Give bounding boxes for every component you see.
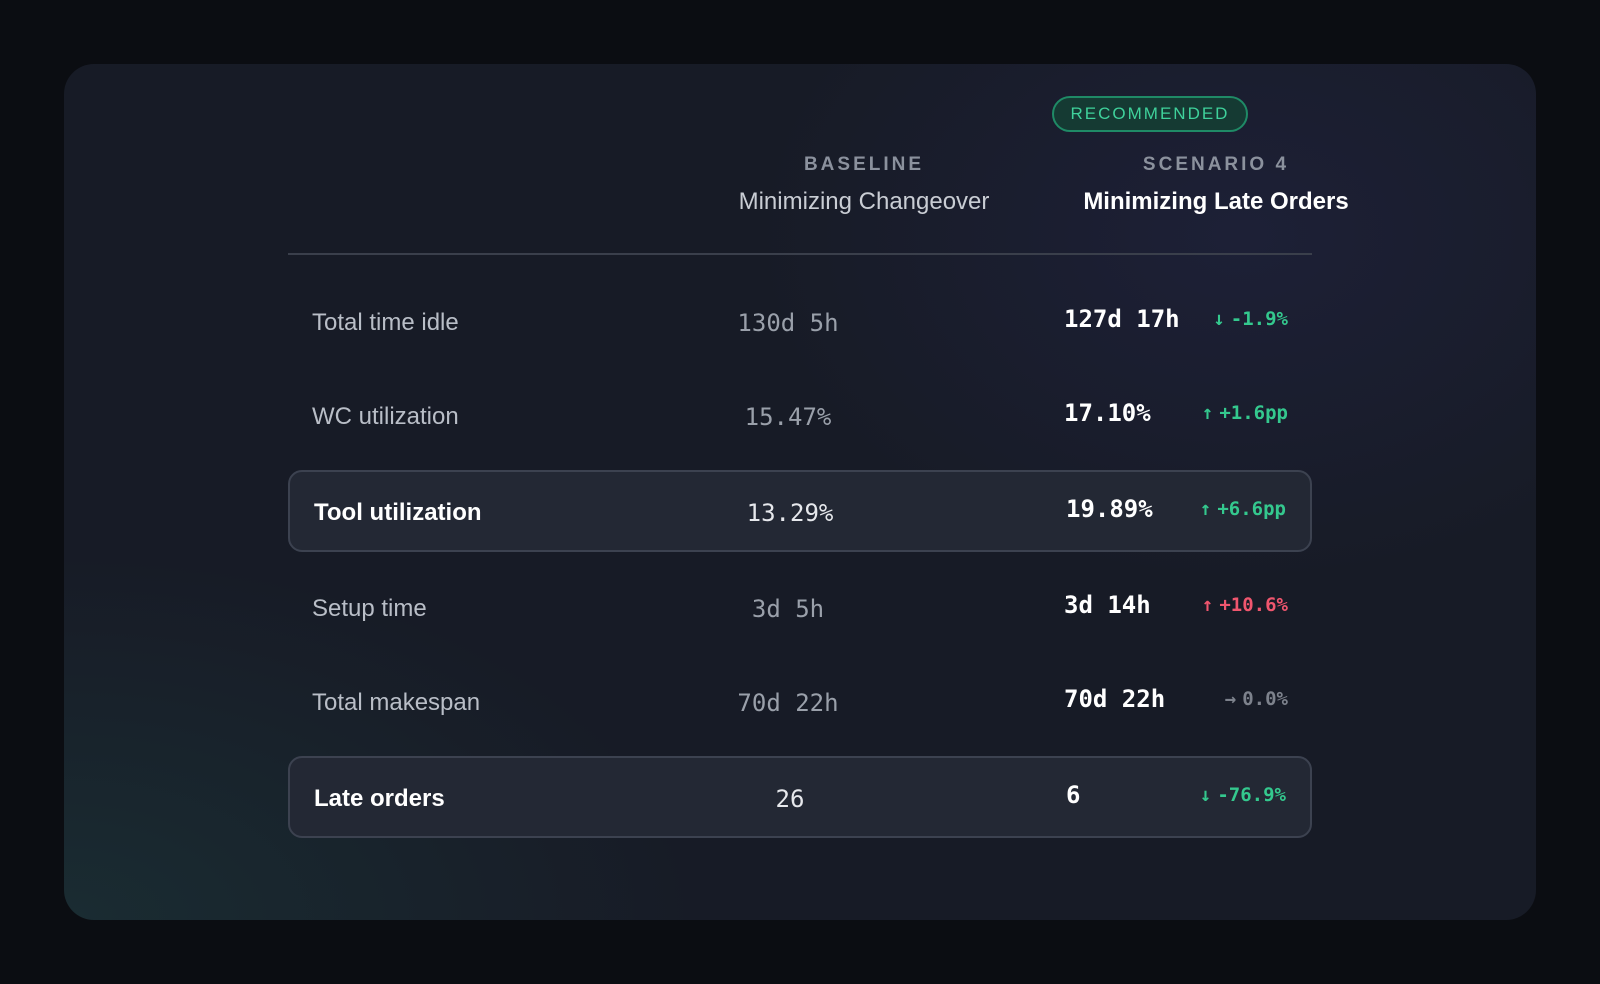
scenario-value: 70d 22h (1064, 685, 1166, 713)
header-divider (288, 253, 1312, 255)
metric-label: Total time idle (312, 309, 459, 336)
delta-text: -1.9% (1230, 308, 1288, 330)
delta-text: +1.6pp (1219, 402, 1288, 424)
baseline-value: 3d 5h (751, 595, 825, 623)
arrow-up-icon: ↑ (1201, 594, 1214, 616)
metric-row-total-makespan: Total makespan 70d 22h 70d 22h → 0.0% (288, 662, 1312, 744)
baseline-value: 70d 22h (737, 689, 839, 717)
metric-row-total-time-idle: Total time idle 130d 5h 127d 17h ↓ -1.9% (288, 282, 1312, 364)
scenario-value: 19.89% (1066, 495, 1153, 523)
delta-text: 0.0% (1242, 688, 1288, 710)
metric-label: Setup time (312, 595, 427, 622)
comparison-card: RECOMMENDED BASELINE Minimizing Changeov… (64, 64, 1536, 920)
baseline-value: 26 (775, 785, 805, 813)
scenario-value: 3d 14h (1064, 591, 1151, 619)
baseline-value: 13.29% (746, 499, 834, 527)
metric-row-tool-utilization: Tool utilization 13.29% 19.89% ↑ +6.6pp (288, 470, 1312, 552)
delta-value: ↑ +1.6pp (1202, 372, 1288, 454)
baseline-title: Minimizing Changeover (738, 188, 990, 215)
metric-row-wc-utilization: WC utilization 15.47% 17.10% ↑ +1.6pp (288, 376, 1312, 458)
arrow-up-icon: ↑ (1199, 498, 1212, 520)
delta-text: -76.9% (1217, 784, 1286, 806)
recommended-badge: RECOMMENDED (1052, 96, 1248, 132)
metric-row-late-orders: Late orders 26 6 ↓ -76.9% (288, 756, 1312, 838)
arrow-up-icon: ↑ (1201, 402, 1214, 424)
delta-text: +6.6pp (1217, 498, 1286, 520)
scenario-column-header: SCENARIO 4 Minimizing Late Orders (1016, 154, 1416, 216)
scenario-value: 127d 17h (1064, 305, 1180, 333)
baseline-column-header: BASELINE Minimizing Changeover (664, 154, 1064, 216)
delta-value: ↓ -76.9% (1200, 754, 1286, 836)
baseline-eyebrow: BASELINE (803, 154, 925, 175)
metric-label: Total makespan (312, 689, 481, 716)
metric-label: Late orders (314, 785, 445, 812)
scenario-title: Minimizing Late Orders (1083, 188, 1349, 215)
delta-value: ↑ +10.6% (1202, 564, 1288, 646)
metric-label: WC utilization (312, 403, 459, 430)
baseline-value: 15.47% (744, 403, 832, 431)
arrow-down-icon: ↓ (1199, 784, 1212, 806)
delta-value: ↑ +6.6pp (1200, 468, 1286, 550)
delta-value: ↓ -1.9% (1213, 278, 1288, 360)
delta-text: +10.6% (1219, 594, 1288, 616)
metric-label: Tool utilization (314, 499, 482, 526)
baseline-value: 130d 5h (737, 309, 839, 337)
delta-value: → 0.0% (1225, 658, 1288, 740)
arrow-down-icon: ↓ (1213, 308, 1225, 330)
scenario-value: 17.10% (1064, 399, 1151, 427)
scenario-eyebrow: SCENARIO 4 (1142, 154, 1290, 175)
scenario-value: 6 (1066, 781, 1081, 809)
arrow-right-icon: → (1224, 688, 1237, 710)
metric-row-setup-time: Setup time 3d 5h 3d 14h ↑ +10.6% (288, 568, 1312, 650)
